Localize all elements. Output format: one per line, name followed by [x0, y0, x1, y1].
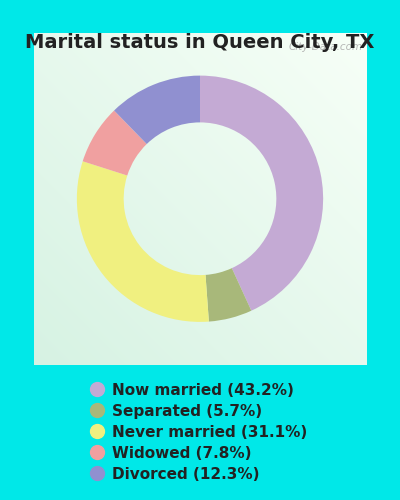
Wedge shape [77, 162, 209, 322]
Text: City-Data.com: City-Data.com [289, 42, 363, 52]
Wedge shape [114, 76, 200, 144]
Wedge shape [83, 110, 147, 176]
Legend: Now married (43.2%), Separated (5.7%), Never married (31.1%), Widowed (7.8%), Di: Now married (43.2%), Separated (5.7%), N… [93, 382, 307, 482]
Wedge shape [200, 76, 323, 310]
Text: Marital status in Queen City, TX: Marital status in Queen City, TX [25, 32, 375, 52]
Wedge shape [206, 268, 251, 322]
